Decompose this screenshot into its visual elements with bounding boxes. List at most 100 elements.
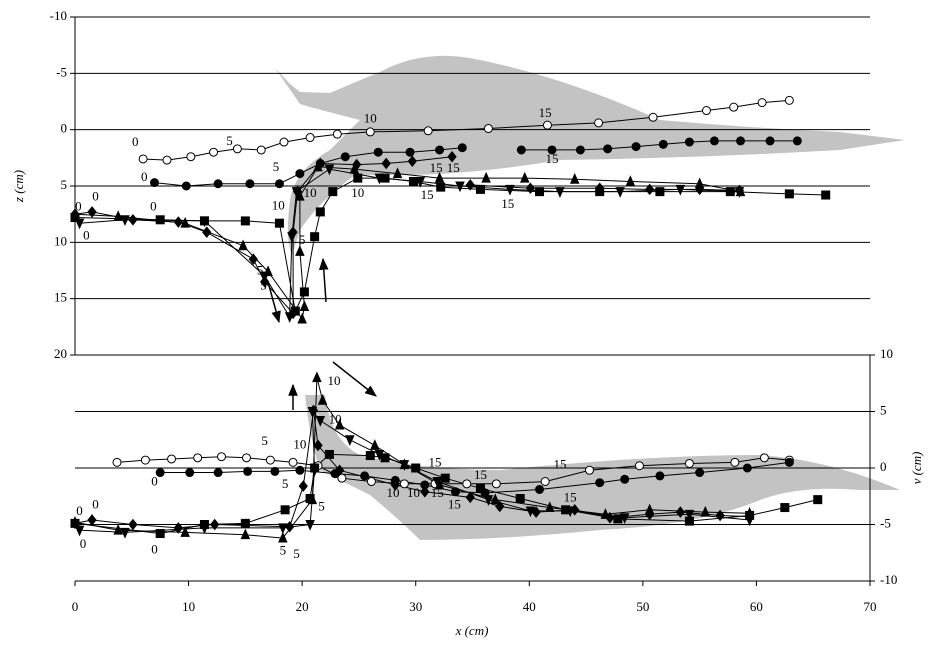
marker: [155, 468, 165, 478]
marker: [193, 453, 203, 463]
marker: [315, 416, 326, 427]
marker: [70, 213, 80, 223]
y-tick-label: 10: [54, 233, 67, 248]
marker: [120, 527, 130, 539]
marker: [619, 513, 630, 524]
annotation: 15: [474, 467, 487, 482]
annotation: 0: [80, 536, 87, 551]
marker: [279, 137, 289, 147]
marker: [390, 479, 400, 491]
marker: [199, 520, 209, 529]
marker: [465, 491, 475, 504]
marker: [380, 453, 390, 463]
y-tick-label: -10: [880, 572, 897, 587]
marker: [736, 136, 746, 146]
marker: [307, 407, 318, 418]
marker: [595, 478, 605, 488]
marker: [555, 187, 565, 198]
marker: [299, 287, 309, 297]
annotation: 15: [430, 160, 443, 175]
marker: [792, 136, 802, 146]
marker: [288, 457, 298, 467]
annotation: 10: [387, 485, 400, 500]
marker: [128, 518, 138, 531]
marker: [765, 136, 775, 146]
marker: [278, 523, 288, 535]
y-tick-label: 20: [54, 346, 67, 361]
fish-shadow-top: [275, 55, 905, 255]
marker: [113, 523, 123, 535]
annotation: 5: [257, 263, 264, 278]
marker: [334, 464, 345, 477]
annotation: 5: [273, 159, 280, 174]
x-tick-label: 40: [523, 599, 536, 614]
marker: [312, 371, 322, 383]
marker: [465, 179, 475, 191]
marker: [455, 181, 465, 193]
marker: [295, 189, 305, 201]
annotation: 15: [429, 454, 442, 469]
marker: [138, 154, 148, 164]
marker: [232, 144, 242, 154]
marker: [128, 213, 138, 226]
annotation: 10: [327, 373, 340, 388]
marker: [644, 503, 655, 515]
annotation: 15: [421, 187, 434, 202]
marker: [274, 179, 284, 189]
marker: [209, 147, 219, 157]
marker: [603, 144, 613, 154]
marker: [411, 463, 421, 473]
marker: [340, 152, 350, 162]
marker: [734, 187, 745, 198]
marker: [332, 129, 342, 139]
y-tick-label: 5: [880, 402, 887, 417]
marker: [684, 137, 694, 147]
marker: [337, 473, 347, 483]
marker: [278, 531, 288, 543]
marker: [435, 145, 445, 155]
annotation: 0: [76, 503, 83, 518]
annotation: 5: [280, 543, 287, 558]
marker: [70, 518, 80, 528]
marker: [405, 147, 415, 157]
marker: [259, 271, 270, 283]
marker: [715, 509, 725, 522]
marker: [313, 160, 323, 172]
marker: [240, 518, 250, 528]
marker: [310, 232, 320, 242]
marker: [380, 173, 390, 183]
marker: [217, 452, 227, 462]
annotation: 0: [141, 169, 148, 184]
marker: [240, 216, 250, 226]
marker: [447, 150, 457, 163]
marker: [436, 182, 446, 192]
marker: [535, 187, 545, 197]
marker: [531, 506, 541, 518]
annotation: 10: [293, 436, 306, 451]
marker: [675, 184, 686, 196]
annotation: 10: [364, 111, 377, 126]
x-tick-label: 60: [750, 599, 763, 614]
marker: [265, 455, 275, 465]
annotation: 10: [272, 197, 285, 212]
annotation: 10: [304, 185, 317, 200]
annotation: 5: [299, 232, 306, 247]
marker: [324, 164, 335, 176]
annotation: 15: [501, 196, 514, 211]
marker: [285, 520, 295, 533]
marker: [450, 487, 460, 497]
marker: [784, 95, 794, 105]
marker: [180, 216, 190, 228]
y-axis-label: v (cm): [909, 452, 924, 485]
annotation: 0: [151, 474, 158, 489]
marker: [423, 126, 433, 136]
marker: [87, 514, 97, 526]
marker: [328, 187, 338, 197]
annotation: 0: [150, 198, 157, 213]
x-tick-label: 50: [636, 599, 649, 614]
x-axis-label: x (cm): [455, 623, 489, 638]
marker: [420, 485, 430, 498]
marker: [243, 466, 253, 476]
